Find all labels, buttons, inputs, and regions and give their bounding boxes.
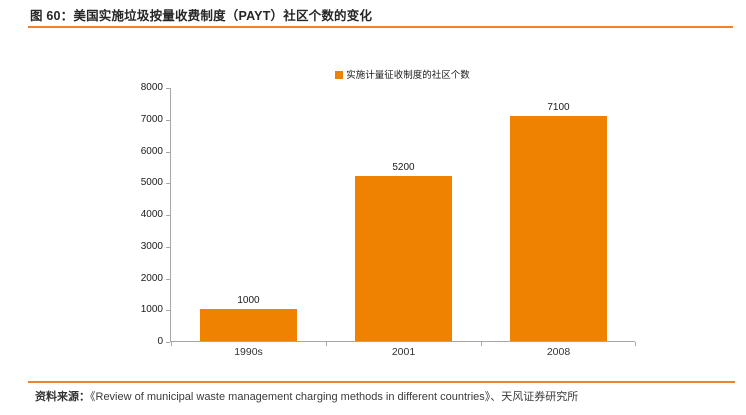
x-axis-category-label: 2001 bbox=[391, 346, 416, 358]
y-axis-tick-mark bbox=[166, 310, 170, 312]
x-axis-tick-mark bbox=[326, 342, 327, 346]
x-axis-tick-mark bbox=[635, 342, 636, 346]
y-axis-tick-label: 4000 bbox=[140, 209, 163, 220]
y-axis-tick-label: 3000 bbox=[140, 240, 163, 252]
y-axis-tick-label: 6000 bbox=[140, 145, 163, 157]
y-axis-tick-label: 8000 bbox=[140, 82, 163, 93]
y-axis-tick-mark bbox=[166, 119, 170, 121]
y-axis-tick-mark bbox=[166, 88, 170, 89]
bar-2008 bbox=[510, 116, 607, 341]
x-axis-tick-mark bbox=[171, 342, 172, 346]
y-axis-tick-label: 1000 bbox=[140, 304, 163, 316]
y-axis-tick-mark bbox=[166, 246, 170, 248]
source-text: 《Review of municipal waste management ch… bbox=[90, 391, 579, 403]
source-label: 资料来源： bbox=[35, 391, 90, 403]
bar-2001 bbox=[355, 176, 452, 341]
bar-1990s bbox=[200, 309, 297, 341]
y-axis-tick-label: 7000 bbox=[140, 113, 163, 125]
bar-value-label: 5200 bbox=[392, 162, 415, 173]
y-axis-tick-mark bbox=[166, 342, 170, 343]
x-axis-tick-mark bbox=[481, 342, 482, 346]
y-axis-tick-label: 5000 bbox=[140, 177, 163, 189]
y-axis-tick-label: 0 bbox=[157, 336, 163, 347]
footer-divider bbox=[28, 381, 735, 383]
legend-color-swatch bbox=[335, 71, 344, 79]
title-divider bbox=[28, 26, 733, 28]
y-axis-tick-mark bbox=[166, 215, 170, 216]
y-axis-tick-label: 2000 bbox=[140, 272, 163, 284]
legend-label: 实施计量征收制度的社区个数 bbox=[346, 70, 470, 81]
y-axis-tick-mark bbox=[166, 151, 170, 153]
y-axis-tick-mark bbox=[166, 183, 170, 185]
x-axis-category-label: 2008 bbox=[546, 346, 571, 358]
x-axis-category-label: 1990s bbox=[234, 346, 263, 358]
figure-title: 图 60：美国实施垃圾按量收费制度（PAYT）社区个数的变化 bbox=[30, 9, 373, 23]
source-note: 资料来源：《Review of municipal waste manageme… bbox=[35, 390, 735, 405]
chart-legend: 实施计量征收制度的社区个数 bbox=[170, 70, 635, 82]
bar-value-label: 7100 bbox=[547, 102, 570, 113]
bar-value-label: 1000 bbox=[237, 295, 260, 306]
bar-chart-plot-area: 0 1000 2000 3000 4000 5000 6000 7000 8000 1000 199… bbox=[141, 83, 636, 358]
y-axis-tick-mark bbox=[166, 278, 170, 280]
